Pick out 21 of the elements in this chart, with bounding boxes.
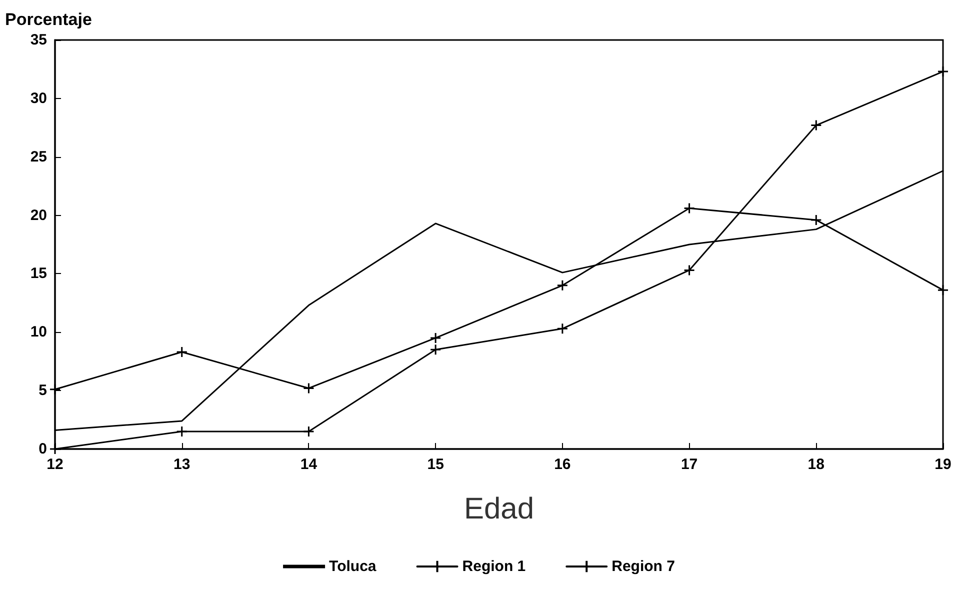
x-tick-label: 15 [427,456,444,473]
y-tick-label: 20 [30,206,47,224]
x-tick-label: 13 [174,456,190,473]
y-tick-label: 30 [30,90,47,107]
y-tick-label: 0 [38,440,47,458]
x-axis-title: Edad [464,492,534,526]
y-tick-label: 5 [38,382,47,400]
x-tick-label: 16 [554,456,571,473]
y-tick-label: 15 [30,265,47,282]
y-axis-title: Porcentaje [5,10,92,29]
y-tick-label: 35 [30,32,47,48]
legend-label: Region 7 [612,558,675,575]
x-tick-label: 19 [934,456,952,473]
y-tick-label: 10 [30,324,47,341]
legend-label: Toluca [329,558,377,575]
x-tick-label: 18 [808,456,824,473]
y-tick-label: 25 [30,148,47,166]
legend-label: Region 1 [462,558,526,575]
x-tick-label: 17 [680,456,698,473]
x-tick-label: 12 [46,456,64,473]
x-tick-label: 14 [300,456,318,473]
